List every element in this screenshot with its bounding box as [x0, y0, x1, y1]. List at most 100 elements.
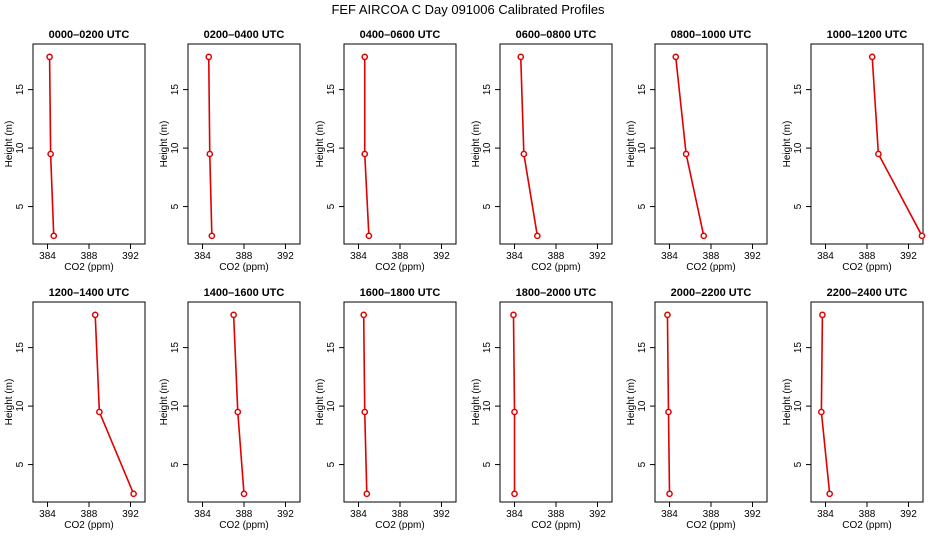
x-tick-label: 388	[703, 251, 720, 262]
data-point	[868, 53, 876, 61]
y-tick-label: 5	[170, 461, 181, 467]
panel-title: 1600–1800 UTC	[360, 287, 441, 299]
x-tick-label: 384	[661, 509, 678, 520]
data-point	[130, 490, 137, 498]
data-point	[818, 408, 825, 416]
y-axis-label: Height (m)	[4, 379, 15, 426]
y-tick-label: 15	[326, 342, 337, 354]
y-axis-label: Height (m)	[315, 121, 326, 168]
profile-line-segment	[363, 153, 370, 236]
data-point	[240, 490, 248, 498]
x-axis-label: CO2 (ppm)	[375, 262, 424, 273]
y-tick-label: 10	[326, 400, 337, 412]
x-tick-label: 392	[589, 509, 606, 520]
panel-1: 0000–0200 UTC 384 388 392 5 10 15 CO2 (ppm) Heig…	[4, 29, 146, 273]
x-axis-label: CO2 (ppm)	[64, 262, 113, 273]
x-tick-label: 388	[392, 251, 409, 262]
y-axis-label: Height (m)	[471, 121, 482, 168]
profile-line-segment	[667, 411, 671, 494]
y-tick-label: 5	[793, 461, 804, 467]
profile-line-segment	[208, 153, 213, 236]
panel-grid: 0000–0200 UTC 384 388 392 5 10 15 CO2 (ppm) Heig…	[4, 29, 926, 531]
data-point	[665, 408, 672, 416]
data-point	[230, 311, 237, 319]
data-point	[672, 53, 680, 61]
x-tick-label: 388	[81, 509, 98, 520]
data-point	[50, 232, 58, 240]
data-point	[875, 150, 882, 158]
y-axis-label: Height (m)	[315, 379, 326, 426]
y-tick-label: 10	[793, 142, 804, 154]
plot-frame	[654, 43, 768, 245]
profile-line-segment	[871, 56, 880, 154]
y-tick-label: 5	[793, 203, 804, 209]
profile-line-segment	[48, 56, 52, 154]
y-tick-label: 5	[482, 203, 493, 209]
x-axis-label: CO2 (ppm)	[686, 520, 735, 531]
profile-line-segment	[820, 314, 824, 412]
y-tick-label: 5	[637, 203, 648, 209]
y-axis-label: Height (m)	[4, 121, 15, 168]
plot-frame	[343, 43, 457, 245]
profile-line-segment	[49, 153, 55, 236]
y-axis-label: Height (m)	[782, 379, 793, 426]
y-tick-label: 10	[326, 142, 337, 154]
panel-7: 1200–1400 UTC 384 388 392 5 10 15 CO2 (ppm) Heig…	[4, 287, 146, 531]
y-axis-label: Height (m)	[159, 121, 170, 168]
profile-line-segment	[674, 56, 687, 155]
panel-title: 0400–0600 UTC	[360, 29, 441, 41]
data-point	[208, 232, 216, 240]
y-tick-label: 15	[15, 342, 26, 354]
data-point	[361, 150, 369, 158]
data-point	[361, 53, 369, 61]
y-tick-label: 5	[637, 461, 648, 467]
x-tick-label: 384	[39, 509, 56, 520]
y-tick-label: 10	[15, 400, 26, 412]
y-tick-label: 15	[170, 342, 181, 354]
data-point	[234, 408, 242, 416]
x-tick-label: 392	[277, 251, 294, 262]
panel-10: 1800–2000 UTC 384 388 392 5 10 15 CO2 (ppm) Heig…	[471, 287, 613, 531]
data-point	[826, 490, 834, 498]
plot-frame	[499, 301, 613, 503]
plot-frame	[343, 301, 457, 503]
x-axis-label: CO2 (ppm)	[64, 520, 113, 531]
y-tick-label: 10	[482, 142, 493, 154]
data-point	[47, 150, 54, 158]
x-axis-label: CO2 (ppm)	[531, 262, 580, 273]
y-tick-label: 10	[793, 400, 804, 412]
profile-line-segment	[232, 314, 239, 412]
profile-line-segment	[512, 314, 516, 412]
x-tick-label: 392	[433, 509, 450, 520]
x-axis-label: CO2 (ppm)	[686, 262, 735, 273]
y-tick-label: 5	[170, 203, 181, 209]
data-point	[206, 150, 214, 158]
y-tick-label: 5	[326, 203, 337, 209]
y-axis-label: Height (m)	[626, 379, 637, 426]
data-point	[664, 311, 671, 319]
x-tick-label: 388	[548, 251, 565, 262]
y-tick-label: 10	[170, 400, 181, 412]
data-point	[91, 311, 99, 319]
panel-title: 0800–1000 UTC	[671, 29, 752, 41]
panel-3: 0400–0600 UTC 384 388 392 5 10 15 CO2 (ppm) Heig…	[315, 29, 457, 273]
x-tick-label: 388	[81, 251, 98, 262]
profile-line-segment	[523, 153, 539, 236]
y-tick-label: 15	[15, 84, 26, 96]
data-point	[363, 490, 371, 498]
x-axis-label: CO2 (ppm)	[219, 520, 268, 531]
x-tick-label: 392	[122, 509, 139, 520]
panel-2: 0200–0400 UTC 384 388 392 5 10 15 CO2 (ppm) Heig…	[159, 29, 301, 273]
x-tick-label: 384	[817, 509, 834, 520]
plot-frame	[499, 43, 613, 245]
y-tick-label: 5	[482, 461, 493, 467]
x-tick-label: 384	[194, 509, 211, 520]
y-tick-label: 5	[15, 203, 26, 209]
x-tick-label: 388	[859, 251, 876, 262]
figure-title: FEF AIRCOA C Day 091006 Calibrated Profi…	[331, 2, 605, 17]
panel-title: 1200–1400 UTC	[49, 287, 130, 299]
y-tick-label: 15	[170, 84, 181, 96]
x-tick-label: 388	[548, 509, 565, 520]
x-tick-label: 392	[277, 509, 294, 520]
